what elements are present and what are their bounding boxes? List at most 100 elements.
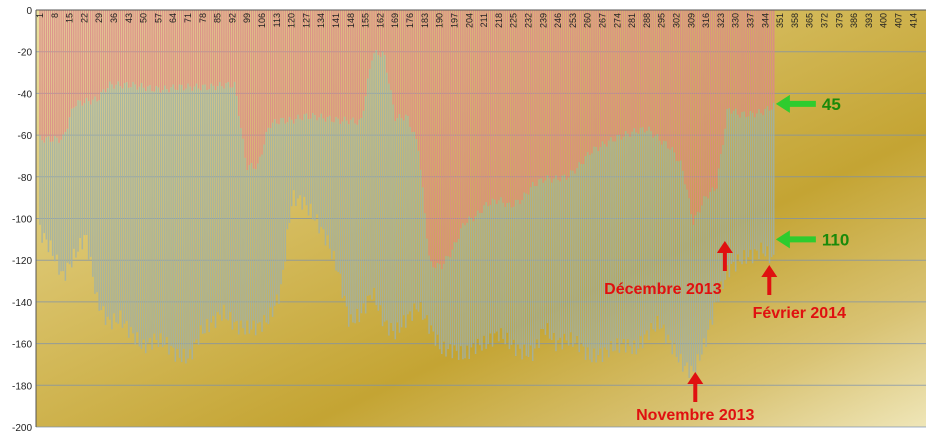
bar-bottom <box>447 256 449 350</box>
bar-bottom <box>411 132 413 321</box>
bar-bottom <box>658 140 661 330</box>
bar-top <box>341 10 344 122</box>
bar-bottom <box>151 91 153 350</box>
bar-bottom <box>128 87 130 338</box>
bar-top <box>508 10 511 203</box>
bar-top <box>470 10 473 218</box>
bar-top <box>373 10 375 54</box>
bar-bottom <box>722 144 724 289</box>
bar-top <box>221 10 223 87</box>
bar-bottom <box>221 86 223 321</box>
x-tick-label: 71 <box>183 13 193 23</box>
x-tick-label: 120 <box>287 13 297 28</box>
x-tick-label: 78 <box>198 13 208 23</box>
bar-top <box>246 10 248 171</box>
bar-top <box>320 10 322 114</box>
bar-bottom <box>673 152 676 343</box>
bar-top <box>677 10 680 162</box>
x-tick-label: 407 <box>894 13 904 28</box>
bar-top <box>142 10 145 88</box>
bar-top <box>502 10 504 203</box>
x-tick-label: 253 <box>568 13 578 28</box>
x-tick-label: 29 <box>94 13 104 23</box>
bar-bottom <box>510 207 513 345</box>
bar-top <box>64 10 67 133</box>
bar-top <box>233 10 236 82</box>
bar-top <box>487 10 490 207</box>
bar-bottom <box>339 123 342 274</box>
bar-top <box>694 10 697 216</box>
bar-top <box>383 10 386 56</box>
bar-bottom <box>508 202 511 350</box>
bar-bottom <box>696 211 699 355</box>
bar-top <box>208 10 210 90</box>
bar-top <box>559 10 561 182</box>
bar-top <box>415 10 418 139</box>
bar-top <box>229 10 232 88</box>
bar-top <box>760 10 762 114</box>
green-arrow-110-head <box>775 230 790 249</box>
bar-top <box>715 10 718 189</box>
bar-top <box>578 10 580 163</box>
bar-top <box>316 10 318 121</box>
bar-bottom <box>586 152 589 348</box>
bar-top <box>286 10 289 123</box>
bar-top <box>398 10 401 114</box>
bar-bottom <box>123 82 126 324</box>
bar-bottom <box>172 84 174 348</box>
bar-top <box>75 10 77 107</box>
y-tick-label: -180 <box>12 381 32 392</box>
bar-bottom <box>297 114 299 199</box>
bar-bottom <box>383 55 386 322</box>
bar-top <box>749 10 752 111</box>
bar-bottom <box>553 178 555 333</box>
bar-top <box>476 10 479 211</box>
bar-bottom <box>563 174 566 334</box>
bar-bottom <box>743 111 745 251</box>
bar-top <box>138 10 141 87</box>
bar-top <box>764 10 767 109</box>
bar-bottom <box>379 57 382 306</box>
bar-top <box>326 10 329 118</box>
bar-bottom <box>377 55 380 311</box>
bar-top <box>62 10 65 135</box>
bar-top <box>726 10 728 109</box>
bar-bottom <box>259 156 261 323</box>
bar-bottom <box>620 139 623 344</box>
bar-top <box>231 10 234 88</box>
bar-top <box>273 10 276 120</box>
bar-bottom <box>79 100 81 238</box>
bar-top <box>238 10 240 117</box>
bar-bottom <box>250 163 253 330</box>
bar-top <box>352 10 354 118</box>
bar-top <box>460 10 462 229</box>
bar-bottom <box>64 132 67 281</box>
bar-top <box>66 10 69 129</box>
bar-bottom <box>682 170 684 372</box>
bar-bottom <box>504 206 506 345</box>
bar-bottom <box>337 118 339 272</box>
bar-top <box>49 10 52 142</box>
x-tick-label: 50 <box>139 13 149 23</box>
bar-top <box>345 10 348 121</box>
bar-top <box>663 10 665 141</box>
bar-top <box>263 10 265 145</box>
bar-top <box>402 10 405 121</box>
bar-top <box>451 10 454 250</box>
bar-top <box>618 10 621 135</box>
bar-bottom <box>703 196 705 339</box>
bar-top <box>601 10 604 142</box>
bar-top <box>197 10 200 89</box>
bar-bottom <box>204 84 206 334</box>
bar-top <box>436 10 439 263</box>
bar-top <box>718 10 720 169</box>
bar-top <box>641 10 644 128</box>
bar-bottom <box>324 121 327 246</box>
bar-top <box>354 10 356 124</box>
x-tick-label: 225 <box>509 13 519 28</box>
bar-bottom <box>483 205 485 336</box>
bar-top <box>123 10 126 83</box>
bar-top <box>574 10 576 174</box>
bar-bottom <box>229 87 232 313</box>
y-tick-label: -120 <box>12 256 32 267</box>
